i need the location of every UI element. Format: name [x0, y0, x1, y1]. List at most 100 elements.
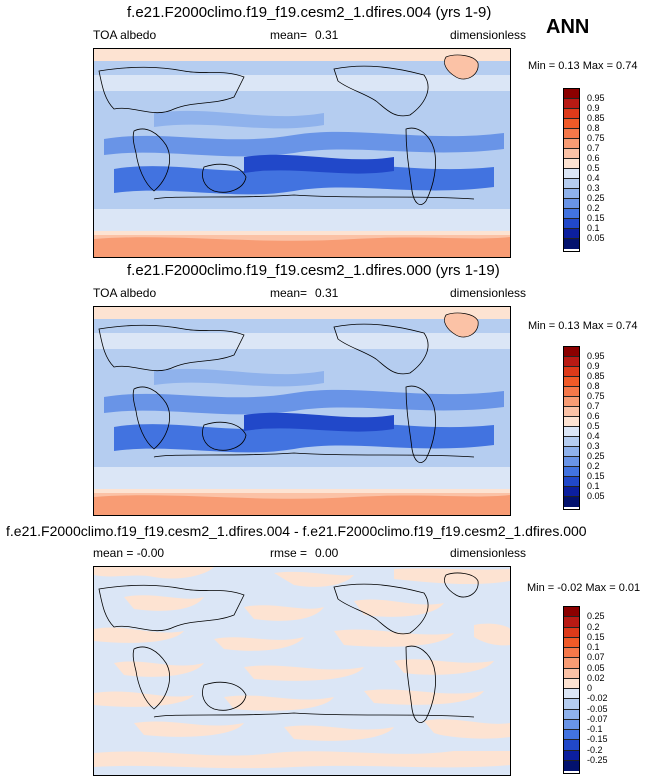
colorbar-box [564, 229, 579, 239]
panel2-mean-label: mean= [270, 286, 308, 300]
colorbar-box [564, 457, 579, 467]
colorbar-label: 0.9 [587, 361, 600, 371]
panel1-mean-value: 0.31 [315, 28, 339, 42]
colorbar-label: 0.5 [587, 163, 600, 173]
panel3-rmse-value: 0.00 [315, 546, 339, 560]
colorbar-label: 0.15 [587, 213, 605, 223]
panel3-colorbar-labels: 0.25 0.2 0.15 0.1 0.07 0.05 0.02 0 -0.02 -0.05 -0.… [587, 606, 627, 774]
colorbar-label: 0.95 [587, 93, 605, 103]
colorbar-box [564, 730, 579, 741]
panel3-title: f.e21.F2000climo.f19_f19.cesm2_1.dfires.… [6, 523, 587, 539]
panel3-minmax: Min = -0.02 Max = 0.01 [527, 582, 641, 594]
colorbar-box [564, 89, 579, 99]
colorbar-box [564, 407, 579, 417]
panel1-map [93, 48, 511, 258]
colorbar-label: 0.15 [587, 631, 605, 642]
panel3-mean: mean = -0.00 [93, 546, 165, 560]
colorbar-label: 0.02 [587, 672, 605, 683]
panel1-colorbar-labels: 0.95 0.9 0.85 0.8 0.75 0.7 0.6 0.5 0.4 0.3 0.25 0.2… [587, 88, 627, 252]
colorbar-label: 0.95 [587, 351, 605, 361]
colorbar-label: 0.75 [587, 133, 605, 143]
colorbar-label: 0.5 [587, 421, 600, 431]
colorbar-box [564, 209, 579, 219]
colorbar-box [564, 109, 579, 119]
colorbar-label: 0.25 [587, 451, 605, 461]
colorbar-label: 0.25 [587, 611, 605, 622]
colorbar-box [564, 689, 579, 700]
colorbar-box [564, 627, 579, 638]
colorbar-box [564, 617, 579, 628]
colorbar-label: 0.07 [587, 652, 605, 663]
colorbar-label: 0.8 [587, 381, 600, 391]
panel1-mean-label: mean= [270, 28, 308, 42]
colorbar-label: -0.1 [587, 724, 603, 734]
colorbar-box [564, 719, 579, 730]
colorbar-label: 0.05 [587, 233, 605, 243]
panel2-units: dimensionless [450, 286, 527, 300]
colorbar-box [564, 377, 579, 387]
colorbar-label: 0.6 [587, 411, 600, 421]
colorbar-label: -0.02 [587, 693, 608, 704]
colorbar-box [564, 750, 579, 761]
colorbar-box [564, 447, 579, 457]
colorbar-label: 0.1 [587, 481, 600, 491]
colorbar-label: 0.7 [587, 401, 600, 411]
panel1-minmax: Min = 0.13 Max = 0.74 [528, 60, 638, 72]
colorbar-label: -0.25 [587, 754, 608, 765]
season-label: ANN [546, 16, 590, 38]
panel2-mean-value: 0.31 [315, 286, 339, 300]
colorbar-box [564, 648, 579, 659]
panel3-rmse-label: rmse = [270, 546, 308, 560]
colorbar-label: 0.1 [587, 642, 600, 652]
colorbar-box [564, 607, 579, 618]
colorbar-label: 0 [587, 683, 593, 693]
colorbar-box [564, 487, 579, 497]
colorbar-box [564, 658, 579, 669]
panel3-map [93, 566, 511, 776]
panel1-colorbar [563, 88, 580, 252]
colorbar-box [564, 467, 579, 477]
panel1-units: dimensionless [450, 28, 527, 42]
colorbar-box [564, 477, 579, 487]
colorbar-box [564, 437, 579, 447]
colorbar-box [564, 347, 579, 357]
colorbar-box [564, 99, 579, 109]
colorbar-box [564, 129, 579, 139]
colorbar-box [564, 159, 579, 169]
panel3-colorbar [563, 606, 580, 774]
colorbar-box [564, 678, 579, 689]
colorbar-label: 0.1 [587, 223, 600, 233]
colorbar-label: 0.2 [587, 621, 600, 632]
colorbar-label: 0.8 [587, 123, 600, 133]
colorbar-label: 0.3 [587, 183, 600, 193]
colorbar-box [564, 637, 579, 648]
colorbar-box [564, 497, 579, 507]
colorbar-label: 0.6 [587, 153, 600, 163]
colorbar-box [564, 239, 579, 249]
colorbar-label: 0.85 [587, 113, 605, 123]
colorbar-box [564, 219, 579, 229]
colorbar-box [564, 709, 579, 720]
panel2-colorbar-labels: 0.95 0.9 0.85 0.8 0.75 0.7 0.6 0.5 0.4 0.3 0.25 0.2… [587, 346, 627, 510]
colorbar-box [564, 699, 579, 710]
colorbar-label: 0.4 [587, 431, 600, 441]
colorbar-box [564, 199, 579, 209]
colorbar-box [564, 427, 579, 437]
panel1-title: f.e21.F2000climo.f19_f19.cesm2_1.dfires.… [127, 4, 492, 21]
panel2-map [93, 306, 511, 516]
colorbar-label: 0.9 [587, 103, 600, 113]
colorbar-label: 0.7 [587, 143, 600, 153]
colorbar-box [564, 149, 579, 159]
colorbar-label: -0.07 [587, 713, 608, 724]
panel1-variable: TOA albedo [93, 28, 157, 42]
colorbar-label: 0.3 [587, 441, 600, 451]
colorbar-label: 0.25 [587, 193, 605, 203]
colorbar-box [564, 179, 579, 189]
colorbar-label: 0.2 [587, 203, 600, 213]
colorbar-box [564, 668, 579, 679]
panel2-title: f.e21.F2000climo.f19_f19.cesm2_1.dfires.… [127, 262, 500, 279]
colorbar-label: 0.4 [587, 173, 600, 183]
colorbar-box [564, 740, 579, 751]
panel2-colorbar [563, 346, 580, 510]
colorbar-box [564, 169, 579, 179]
